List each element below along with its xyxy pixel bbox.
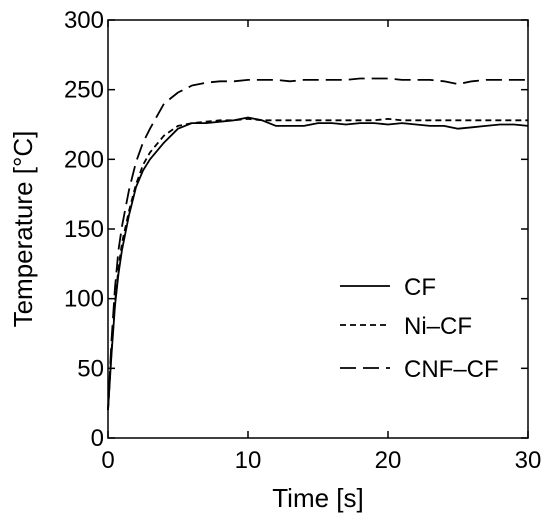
x-tick-label: 0 [101, 447, 114, 474]
x-axis-title: Time [s] [272, 483, 363, 513]
y-tick-label: 50 [77, 355, 104, 382]
y-tick-label: 0 [91, 425, 104, 452]
y-tick-label: 250 [64, 77, 104, 104]
y-tick-label: 150 [64, 216, 104, 243]
x-tick-label: 30 [515, 447, 542, 474]
legend: CF Ni–CF CNF–CF [340, 274, 499, 383]
x-axis-ticks: 0 10 20 30 [101, 20, 541, 474]
series-line-cnf-cf [107, 77, 528, 411]
y-axis-title: Temperature [°C] [8, 131, 38, 328]
legend-label: CF [404, 274, 436, 301]
y-tick-label: 100 [64, 286, 104, 313]
series-line-ni-cf [107, 118, 528, 411]
legend-label: CNF–CF [404, 356, 499, 383]
legend-label: Ni–CF [404, 313, 472, 340]
x-tick-label: 20 [375, 447, 402, 474]
y-tick-label: 200 [64, 146, 104, 173]
x-tick-label: 10 [235, 447, 262, 474]
series-layer [107, 77, 529, 411]
y-axis-ticks: 0 50 100 150 200 250 300 [64, 7, 528, 452]
y-tick-label: 300 [64, 7, 104, 34]
